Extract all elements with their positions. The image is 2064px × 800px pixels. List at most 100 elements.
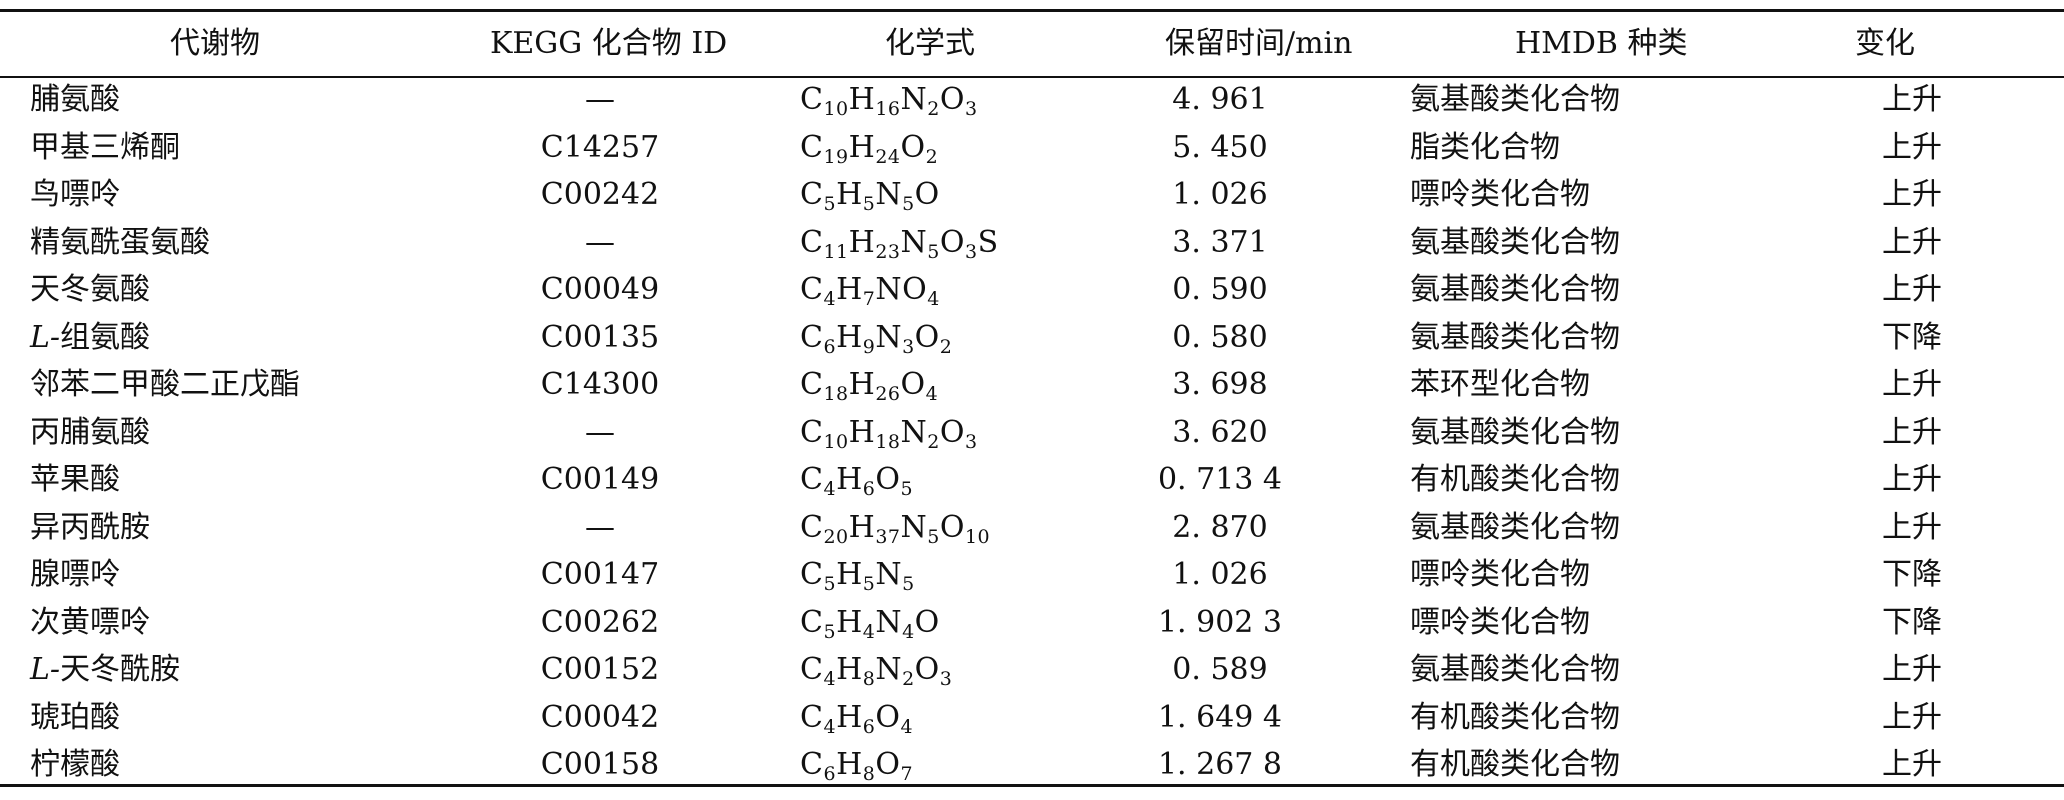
- cell-hmdb-class: 氨基酸类化合物: [1370, 267, 1760, 315]
- formula-element: O: [914, 319, 940, 355]
- formula-subscript: 6: [862, 715, 876, 738]
- cell-formula: C10H18N2O3: [750, 409, 1070, 457]
- formula-subscript: 9: [862, 335, 876, 358]
- formula-subscript: 3: [964, 98, 978, 120]
- cell-retention-time: 1. 267 8: [1157, 747, 1283, 783]
- cell-formula: C11H23N5O3S: [750, 219, 1070, 267]
- table-row: 精氨酰蛋氨酸 — C11H23N5O3S 3. 371 氨基酸类化合物 上升: [0, 219, 2064, 267]
- cell-retention-time: 1. 026: [1172, 177, 1268, 213]
- cell-change: 下降: [1882, 319, 1942, 355]
- hmdb-class-label: 氨基酸类化合物: [1410, 82, 1620, 117]
- formula-element: H: [848, 414, 876, 450]
- table-row: 异丙酰胺 — C20H37N5O10 2. 870 氨基酸类化合物 上升: [0, 504, 2064, 552]
- table-row: 次黄嘌呤 C00262 C5H4N4O 1. 902 3 嘌呤类化合物 下降: [0, 599, 2064, 647]
- formula-subscript: 26: [875, 383, 901, 406]
- cell-change: 上升: [1882, 82, 1942, 117]
- cell-change: 上升: [1882, 747, 1942, 783]
- formula-subscript: 5: [927, 240, 940, 263]
- formula-subscript: 2: [902, 668, 915, 691]
- stereo-prefix: L-: [30, 652, 61, 688]
- cell-retention-time: 2. 870: [1172, 509, 1268, 545]
- cell-metabolite: 苹果酸: [0, 457, 450, 505]
- header-formula: 化学式: [885, 26, 975, 61]
- header-change: 变化: [1855, 26, 1915, 61]
- formula-subscript: 5: [927, 525, 940, 548]
- formula-subscript: 3: [939, 668, 953, 691]
- formula-subscript: 2: [927, 98, 940, 120]
- formula-subscript: 10: [964, 525, 991, 548]
- table-row: 脯氨酸 — C10H16N2O3 4. 961 氨基酸类化合物 上升: [0, 76, 2064, 124]
- cell-hmdb-class: 苯环型化合物: [1370, 362, 1760, 410]
- formula-element: O: [914, 652, 940, 688]
- header-kegg-id: KEGG 化合物 ID: [490, 26, 728, 61]
- formula-subscript: 4: [823, 288, 837, 311]
- hmdb-class-label: 嘌呤类化合物: [1410, 604, 1590, 640]
- cell-change: 上升: [1882, 462, 1942, 498]
- metabolite-name: 次黄嘌呤: [30, 604, 150, 640]
- cell-retention-time: 1. 649 4: [1157, 699, 1283, 735]
- cell-hmdb-class: 有机酸类化合物: [1370, 457, 1760, 505]
- formula-subscript: 4: [927, 288, 940, 311]
- metabolite-name: 苹果酸: [30, 462, 120, 498]
- cell-metabolite: 柠檬酸: [0, 742, 450, 790]
- formula-element: H: [848, 224, 876, 260]
- formula-subscript: 7: [900, 763, 914, 786]
- metabolite-name: 异丙酰胺: [30, 509, 150, 545]
- cell-metabolite: 邻苯二甲酸二正戊酯: [0, 362, 450, 410]
- cell-formula: C20H37N5O10: [750, 504, 1070, 552]
- formula-element: N: [875, 652, 903, 688]
- cell-kegg-id: C00242: [540, 177, 660, 213]
- cell-kegg-id: C00152: [540, 652, 660, 688]
- formula-subscript: 4: [900, 715, 914, 738]
- formula-element: C: [800, 652, 824, 688]
- formula-subscript: 11: [823, 240, 849, 263]
- cell-kegg-id: C00149: [540, 462, 660, 498]
- hmdb-class-label: 氨基酸类化合物: [1410, 509, 1620, 545]
- cell-formula: C5H5N5O: [750, 172, 1070, 220]
- formula-element: C: [800, 557, 824, 593]
- cell-hmdb-class: 嘌呤类化合物: [1370, 552, 1760, 600]
- cell-metabolite: 精氨酰蛋氨酸: [0, 219, 450, 267]
- table-bottom-rule: [0, 784, 2064, 787]
- formula-element: S: [977, 224, 999, 260]
- table-row: 腺嘌呤 C00147 C5H5N5 1. 026 嘌呤类化合物 下降: [0, 552, 2064, 600]
- header-retention-time: 保留时间/min: [1165, 26, 1353, 61]
- cell-kegg-id: —: [585, 224, 615, 260]
- header-hmdb-class: HMDB 种类: [1515, 26, 1688, 61]
- metabolite-name: 邻苯二甲酸二正戊酯: [30, 367, 300, 403]
- formula-element: N: [875, 557, 903, 593]
- formula-subscript: 8: [862, 763, 876, 786]
- cell-kegg-id: C00049: [540, 272, 660, 308]
- formula-element: C: [800, 177, 824, 213]
- formula-element: C: [800, 319, 824, 355]
- formula-subscript: 18: [875, 430, 901, 453]
- table-row: 柠檬酸 C00158 C6H8O7 1. 267 8 有机酸类化合物 上升: [0, 742, 2064, 790]
- formula-subscript: 5: [823, 193, 837, 216]
- metabolite-name: 天冬氨酸: [30, 272, 150, 308]
- formula-element: H: [836, 604, 863, 640]
- cell-kegg-id: —: [585, 414, 615, 450]
- formula-element: C: [800, 414, 824, 450]
- formula-element: O: [939, 414, 965, 450]
- table-row: L-组氨酸 C00135 C6H9N3O2 0. 580 氨基酸类化合物 下降: [0, 314, 2064, 362]
- formula-element: O: [939, 224, 965, 260]
- chemical-formula: C11H23N5O3S: [750, 224, 999, 261]
- chemical-formula: C5H4N4O: [750, 604, 940, 641]
- formula-element: C: [800, 747, 824, 783]
- cell-hmdb-class: 氨基酸类化合物: [1370, 504, 1760, 552]
- cell-retention-time: 3. 371: [1172, 224, 1268, 260]
- cell-metabolite: 脯氨酸: [0, 76, 450, 124]
- header-metabolite: 代谢物: [170, 26, 260, 61]
- formula-element: C: [800, 129, 824, 165]
- formula-element: H: [836, 747, 863, 783]
- chemical-formula: C10H18N2O3: [750, 414, 978, 451]
- chemical-formula: C20H37N5O10: [750, 512, 990, 546]
- table-row: 邻苯二甲酸二正戊酯 C14300 C18H26O4 3. 698 苯环型化合物 上升: [0, 362, 2064, 410]
- metabolite-name: 腺嘌呤: [30, 557, 120, 593]
- formula-subscript: 10: [823, 430, 849, 453]
- formula-element: O: [900, 129, 926, 165]
- stereo-prefix: L-: [30, 319, 61, 355]
- cell-retention-time: 3. 698: [1172, 367, 1268, 403]
- cell-kegg-id: C00262: [540, 604, 660, 640]
- chemical-formula: C18H26O4: [750, 370, 938, 404]
